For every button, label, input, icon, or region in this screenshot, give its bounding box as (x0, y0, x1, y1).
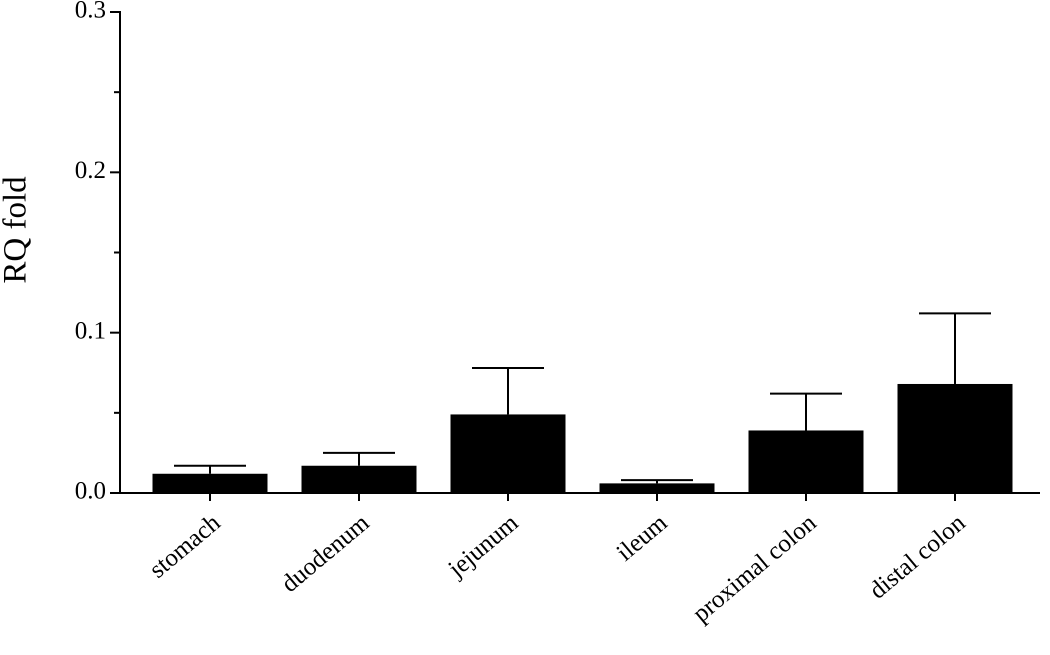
x-tick-label: jejunum (443, 509, 524, 583)
x-tick-label: ileum (612, 509, 673, 567)
bar (897, 383, 1013, 493)
y-axis-label: RQ fold (0, 176, 34, 284)
x-tick-label: distal colon (864, 509, 971, 605)
y-tick-label: 0.3 (75, 0, 106, 24)
bar (450, 414, 566, 493)
x-tick-label: proximal colon (688, 509, 822, 628)
bar (748, 430, 864, 493)
bar (152, 473, 268, 493)
x-tick-label: duodenum (276, 509, 375, 598)
bar (599, 483, 715, 493)
y-tick-label: 0.1 (75, 317, 106, 344)
y-tick-label: 0.0 (75, 478, 106, 505)
x-tick-label: stomach (144, 509, 226, 584)
y-tick-label: 0.2 (75, 157, 106, 184)
bar (301, 465, 417, 493)
